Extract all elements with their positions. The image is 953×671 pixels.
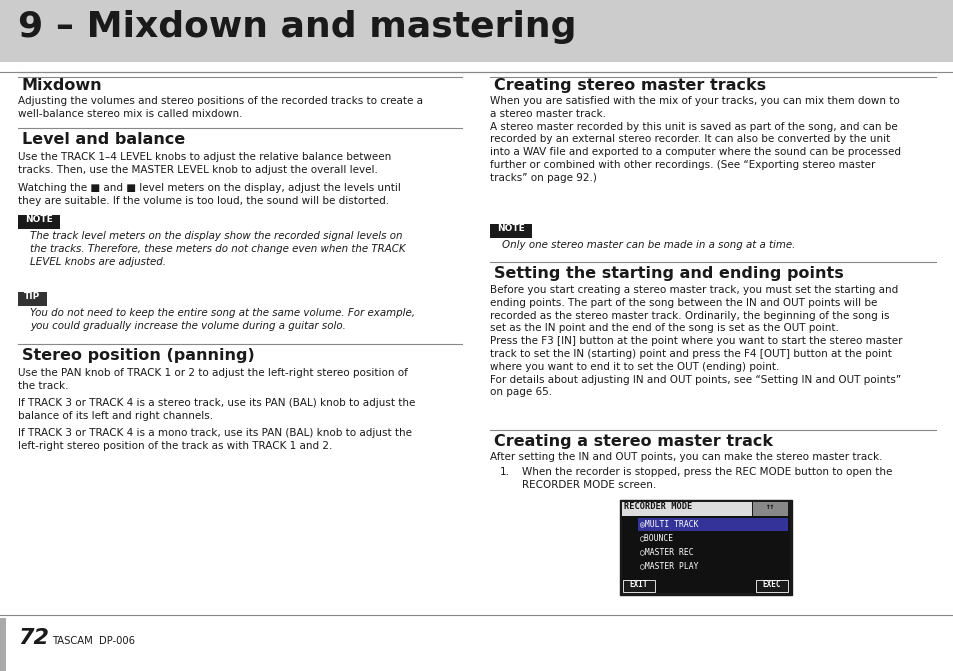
Bar <box>621 502 789 516</box>
Text: ↑↑: ↑↑ <box>764 502 774 511</box>
Text: Only one stereo master can be made in a song at a time.: Only one stereo master can be made in a … <box>501 240 795 250</box>
Text: 9 – Mixdown and mastering: 9 – Mixdown and mastering <box>18 10 576 44</box>
Bar <box>621 579 789 593</box>
Text: After setting the IN and OUT points, you can make the stereo master track.: After setting the IN and OUT points, you… <box>490 452 882 462</box>
Text: Use the PAN knob of TRACK 1 or 2 to adjust the left-right stereo position of
the: Use the PAN knob of TRACK 1 or 2 to adju… <box>18 368 408 391</box>
Text: RECORDER MODE: RECORDER MODE <box>623 502 692 511</box>
Text: Mixdown: Mixdown <box>22 78 103 93</box>
Text: NOTE: NOTE <box>25 215 52 224</box>
Text: Use the TRACK 1–4 LEVEL knobs to adjust the relative balance between
tracks. The: Use the TRACK 1–4 LEVEL knobs to adjust … <box>18 152 391 175</box>
Bar <box>621 502 751 516</box>
Text: Creating a stereo master track: Creating a stereo master track <box>494 434 772 449</box>
Text: You do not need to keep the entire song at the same volume. For example,
you cou: You do not need to keep the entire song … <box>30 308 415 331</box>
Text: ○MASTER REC: ○MASTER REC <box>639 547 693 556</box>
Bar <box>619 500 791 595</box>
Text: Watching the ■ and ■ level meters on the display, adjust the levels until
they a: Watching the ■ and ■ level meters on the… <box>18 183 400 206</box>
Text: EXIT: EXIT <box>629 580 648 589</box>
Text: 72: 72 <box>18 628 49 648</box>
Text: When the recorder is stopped, press the REC MODE button to open the
RECORDER MOD: When the recorder is stopped, press the … <box>521 467 891 490</box>
Text: TASCAM  DP-006: TASCAM DP-006 <box>52 636 135 646</box>
Bar <box>0 0 953 62</box>
Text: ○BOUNCE: ○BOUNCE <box>639 533 674 542</box>
Text: When you are satisfied with the mix of your tracks, you can mix them down to
a s: When you are satisfied with the mix of y… <box>490 96 900 183</box>
Bar <box>490 224 532 238</box>
Text: ○MASTER PLAY: ○MASTER PLAY <box>639 561 698 570</box>
Text: If TRACK 3 or TRACK 4 is a stereo track, use its PAN (BAL) knob to adjust the
ba: If TRACK 3 or TRACK 4 is a stereo track,… <box>18 398 415 421</box>
Bar <box>752 502 787 516</box>
Text: Setting the starting and ending points: Setting the starting and ending points <box>494 266 842 281</box>
Text: If TRACK 3 or TRACK 4 is a mono track, use its PAN (BAL) knob to adjust the
left: If TRACK 3 or TRACK 4 is a mono track, u… <box>18 428 412 451</box>
Bar <box>622 580 655 592</box>
Text: 1.: 1. <box>499 467 510 477</box>
Bar <box>621 502 789 593</box>
Text: Creating stereo master tracks: Creating stereo master tracks <box>494 78 765 93</box>
Text: Adjusting the volumes and stereo positions of the recorded tracks to create a
we: Adjusting the volumes and stereo positio… <box>18 96 422 119</box>
Text: Before you start creating a stereo master track, you must set the starting and
e: Before you start creating a stereo maste… <box>490 285 902 397</box>
Bar <box>755 580 787 592</box>
Text: EXEC: EXEC <box>762 580 781 589</box>
Text: Stereo position (panning): Stereo position (panning) <box>22 348 254 363</box>
Text: ◎MULTI TRACK: ◎MULTI TRACK <box>639 519 698 528</box>
Bar <box>18 292 47 306</box>
Text: NOTE: NOTE <box>497 224 524 233</box>
Text: TIP: TIP <box>24 292 40 301</box>
Bar <box>18 215 60 229</box>
Bar <box>0 618 6 671</box>
Text: Level and balance: Level and balance <box>22 132 185 147</box>
Text: The track level meters on the display show the recorded signal levels on
the tra: The track level meters on the display sh… <box>30 231 405 266</box>
Bar <box>638 518 787 531</box>
